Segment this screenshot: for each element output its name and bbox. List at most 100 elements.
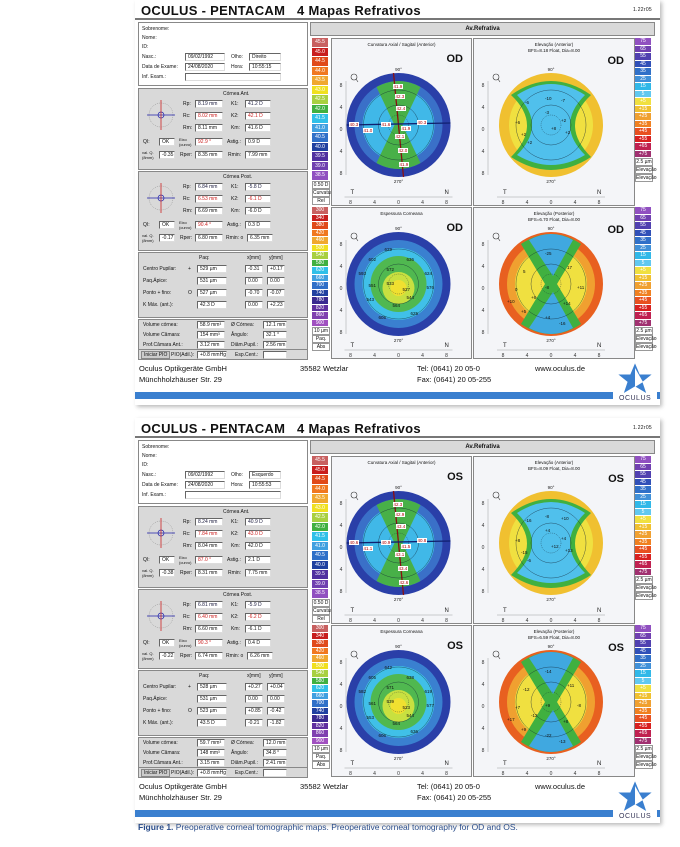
angulo-field: 32.1 ° xyxy=(263,331,287,339)
pachymetry-map[interactable]: 8 4 0 4 8 8 4 0 4 8 T N 90° 270° Espessura Corneana O… xyxy=(331,625,472,777)
svg-text:4: 4 xyxy=(340,726,343,732)
eye-label: OS xyxy=(608,642,624,654)
svg-text:8: 8 xyxy=(340,242,343,248)
company-website[interactable]: www.oculus.de xyxy=(535,782,586,791)
pachymetry-map[interactable]: 8 4 0 4 8 8 4 0 4 8 T N 90° 270° Espessura Corneana O… xyxy=(331,207,472,359)
nome-label: Nome: xyxy=(142,453,157,459)
scale-step: 35 xyxy=(635,237,651,245)
post-rmin-field: 6.26 mm xyxy=(247,652,273,660)
scale-footer-label: 0.50 D xyxy=(312,180,330,189)
av-refrativa-header[interactable]: Av.Refrativa xyxy=(310,440,655,454)
scale-step: 45.5 xyxy=(312,456,328,466)
esp-cent-field[interactable] xyxy=(263,769,287,777)
map-value-label: 41.9 xyxy=(392,84,404,89)
iniciar-pio-button[interactable]: Iniciar PIO xyxy=(141,769,171,777)
hora-label: Hora: xyxy=(231,482,244,488)
scale-step: +25 xyxy=(635,113,651,121)
map-value-label: 43.4 xyxy=(397,566,409,571)
paq-value-field: 42.3 D xyxy=(197,301,227,309)
paq-x-field: -0.21 xyxy=(245,719,263,727)
eye-label: OD xyxy=(607,55,625,67)
nasc-field[interactable]: 09/02/1992 xyxy=(185,471,225,479)
map-value-label: 629 xyxy=(384,247,393,252)
map-value-label: 576 xyxy=(426,285,435,290)
post-qi-field: OK xyxy=(159,221,175,229)
vol-cornea-label: Volume córnea: xyxy=(143,322,178,328)
svg-text:8: 8 xyxy=(482,171,485,177)
pio-field: +0.8 mmHg xyxy=(197,769,227,777)
hora-field[interactable]: 10:55:53 xyxy=(249,481,281,489)
map-value-label: 625 xyxy=(410,311,419,316)
map-value-label: +17 xyxy=(507,717,515,722)
svg-text:4: 4 xyxy=(526,771,529,777)
scale-step: 380 xyxy=(312,640,328,648)
elevation-posterior-map[interactable]: 8 4 0 4 8 8 4 0 4 8 T N 90° 270° Elevação (Posterior)… xyxy=(473,625,635,777)
vol-cornea-field: 59.7 mm³ xyxy=(197,739,225,747)
ant-qi-field: OK xyxy=(159,556,175,564)
scale-step: 580 xyxy=(312,259,328,267)
curvature-map[interactable]: 8 4 0 4 8 8 4 0 4 8 T N 90° 270° Curvatura Axial / Sa… xyxy=(331,456,472,624)
esp-cent-field[interactable] xyxy=(263,351,287,359)
ant-astig-field: 2.1 D xyxy=(245,556,271,564)
elevation-posterior-map[interactable]: 8 4 0 4 8 8 4 0 4 8 T N 90° 270° Elevação (Posterior)… xyxy=(473,207,635,359)
company-street: Münchholzhäuser Str. 29 xyxy=(139,793,222,802)
nasc-field[interactable]: 09/02/1992 xyxy=(185,53,225,61)
data-field[interactable]: 24/08/2020 xyxy=(185,63,225,71)
svg-text:0: 0 xyxy=(482,127,485,133)
svg-text:8: 8 xyxy=(598,771,601,777)
paq-y-field: -1.82 xyxy=(267,719,285,727)
company-website[interactable]: www.oculus.de xyxy=(535,364,586,373)
ant-valq-field: -0.38 xyxy=(159,569,175,577)
scale-step: 900 xyxy=(312,737,328,745)
map-value-label: 619 xyxy=(424,689,433,694)
map-value-label: 523 xyxy=(402,705,411,710)
scale-step: 620 xyxy=(312,267,328,275)
olho-field[interactable]: Direito xyxy=(249,53,281,61)
curvature-scale: 45.5 45.0 44.5 44.0 43.5 43.0 42.5 42.0 41.5 41.0… xyxy=(312,38,335,205)
company-fax: Fax: (0641) 20 05-255 xyxy=(417,375,492,384)
svg-text:N: N xyxy=(597,343,601,349)
svg-text:8: 8 xyxy=(340,171,343,177)
map-value-label: 42.9 xyxy=(394,512,406,517)
scale-step: 300 xyxy=(312,625,328,633)
data-field[interactable]: 24/08/2020 xyxy=(185,481,225,489)
olho-field[interactable]: Esquerdo xyxy=(249,471,281,479)
svg-text:4: 4 xyxy=(340,567,343,573)
svg-text:8: 8 xyxy=(340,83,343,89)
map-value-label: -14 xyxy=(545,669,552,674)
cornea-post-title: Córnea Post. xyxy=(223,174,253,180)
svg-text:90°: 90° xyxy=(395,644,402,649)
elevation-scale-anterior: 75 65 55 45 35 25 15 5 +5 +15 +25 +35 +45 +55 +65 +75 2.… xyxy=(635,456,657,600)
scale-step: 42.5 xyxy=(312,95,328,105)
scale-step: 45.0 xyxy=(312,47,328,57)
inf-exam-field[interactable] xyxy=(185,73,281,81)
eye-label: OD xyxy=(446,53,464,65)
svg-text:T: T xyxy=(503,343,507,349)
svg-text:N: N xyxy=(445,608,449,614)
curvature-map[interactable]: 8 4 0 4 8 8 4 0 4 8 T N 90° 270° Curvatura Axial / Sa… xyxy=(331,38,472,206)
scale-step: 25 xyxy=(635,662,651,670)
pio-row: Iniciar PIO PIO(Adil.): +0.8 mmHg Esp.Ce… xyxy=(138,768,308,778)
scale-step: 35 xyxy=(635,655,651,663)
scale-step: 580 xyxy=(312,677,328,685)
scale-step: 65 xyxy=(635,632,651,640)
paq-y-field: +0.04 xyxy=(267,683,285,691)
av-refrativa-header[interactable]: Av.Refrativa xyxy=(310,22,655,36)
diam-cornea-label: Ø Córnea: xyxy=(231,740,255,746)
hora-field[interactable]: 10:55:15 xyxy=(249,63,281,71)
elevation-anterior-map[interactable]: 8 4 0 4 8 8 4 0 4 8 T N 90° 270° Elevação (Anterior) … xyxy=(473,456,635,624)
svg-text:N: N xyxy=(445,761,449,767)
scale-footer-label: 10 µm xyxy=(312,327,330,335)
scale-step: 420 xyxy=(312,647,328,655)
map-value-label: -13 xyxy=(559,739,566,744)
scale-step: 38.5 xyxy=(312,589,328,599)
iniciar-pio-button[interactable]: Iniciar PIO xyxy=(141,351,171,359)
ant-eixo-field: 92.9 ° xyxy=(195,138,223,146)
svg-text:4: 4 xyxy=(482,682,485,688)
elevation-anterior-map[interactable]: 8 4 0 4 8 8 4 0 4 8 T N 90° 270° Elevação (Anterior) … xyxy=(473,38,635,206)
scale-step: +55 xyxy=(635,135,651,143)
svg-text:T: T xyxy=(503,190,507,196)
scale-footer-label: Abs xyxy=(312,761,330,769)
paq-value-field: 531 µm xyxy=(197,277,227,285)
inf-exam-field[interactable] xyxy=(185,491,281,499)
